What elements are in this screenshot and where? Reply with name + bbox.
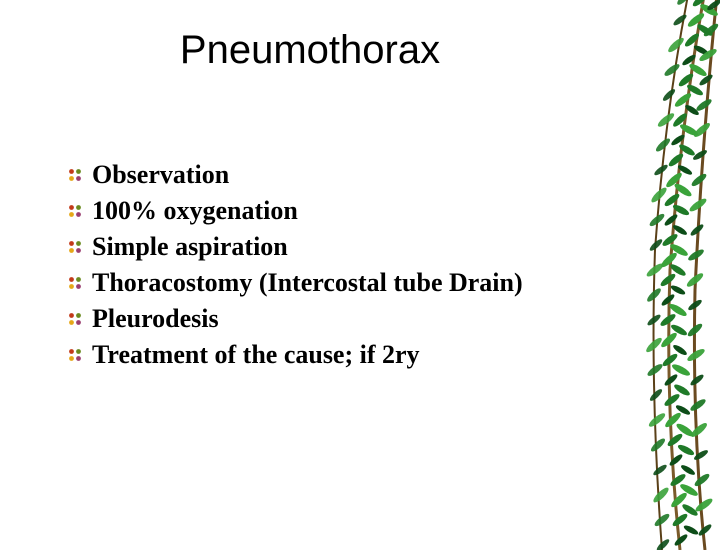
slide: Pneumothorax Observation (0, 0, 720, 540)
flower-bullet-icon (68, 204, 82, 218)
flower-bullet-icon (68, 348, 82, 362)
bullet-text: Thoracostomy (Intercostal tube Drain) (92, 268, 523, 298)
bullet-text: 100% oxygenation (92, 196, 298, 226)
fern-decoration (610, 0, 720, 550)
list-item: Pleurodesis (68, 304, 523, 334)
flower-bullet-icon (68, 240, 82, 254)
flower-bullet-icon (68, 312, 82, 326)
list-item: Thoracostomy (Intercostal tube Drain) (68, 268, 523, 298)
list-item: Treatment of the cause; if 2ry (68, 340, 523, 370)
flower-bullet-icon (68, 276, 82, 290)
bullet-text: Treatment of the cause; if 2ry (92, 340, 420, 370)
list-item: 100% oxygenation (68, 196, 523, 226)
bullet-text: Pleurodesis (92, 304, 219, 334)
slide-title: Pneumothorax (0, 28, 620, 73)
bullet-text: Observation (92, 160, 229, 190)
bullet-text: Simple aspiration (92, 232, 288, 262)
list-item: Simple aspiration (68, 232, 523, 262)
flower-bullet-icon (68, 168, 82, 182)
bullet-list: Observation 100% oxygenation (68, 160, 523, 376)
list-item: Observation (68, 160, 523, 190)
